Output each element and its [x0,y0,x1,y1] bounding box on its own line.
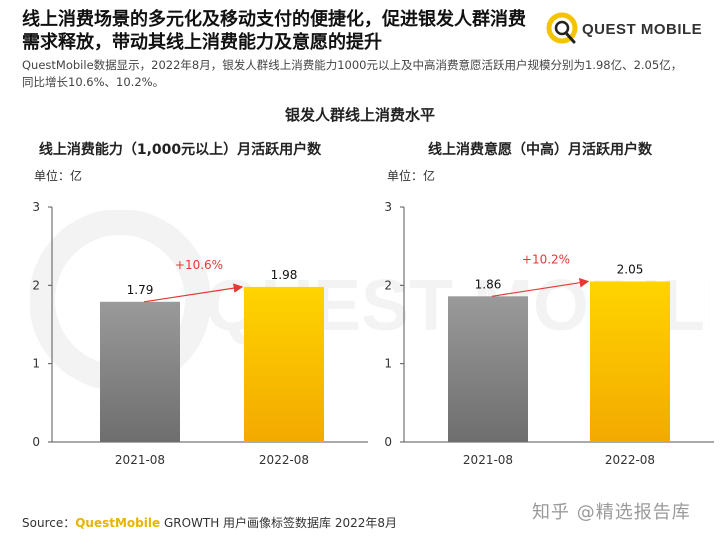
summary-line-2: 同比增长10.6%、10.2%。 [22,75,165,89]
source-brand: QuestMobile [75,516,161,530]
headline-line-1: 线上消费场景的多元化及移动支付的便捷化，促进银发人群消费 [22,9,526,30]
y-tick-label: 0 [384,435,392,449]
bar-2022-08 [590,281,670,442]
y-tick-label: 2 [32,278,40,292]
y-tick-label: 3 [32,200,40,214]
y-tick-label: 2 [384,278,392,292]
y-tick-label: 1 [384,357,392,371]
zhihu-watermark: 知乎 @精选报告库 [532,502,691,523]
summary-text: QuestMobile数据显示，2022年8月，银发人群线上消费能力1000元以… [22,57,702,91]
growth-label: +10.2% [522,252,570,266]
bar-2021-08 [100,301,180,442]
y-tick-label: 3 [384,200,392,214]
x-tick-label: 2022-08 [605,453,655,467]
questmobile-logo-icon [546,12,578,44]
data-label: 1.79 [127,283,154,297]
chart-2-title: 线上消费意愿（中高）月活跃用户数 [428,142,652,158]
source-note: Source：QuestMobile GROWTH 用户画像标签数据库 2022… [22,514,397,531]
questmobile-logo: QUEST MOBILE [546,12,716,48]
headline: 线上消费场景的多元化及移动支付的便捷化，促进银发人群消费 需求释放，带动其线上消… [22,8,552,54]
logo-text: QUEST MOBILE [582,21,703,38]
summary-line-1: QuestMobile数据显示，2022年8月，银发人群线上消费能力1000元以… [22,58,683,72]
data-label: 2.05 [617,262,644,276]
bar-2022-08 [244,286,324,442]
bar-2021-08 [448,296,528,442]
growth-label: +10.6% [175,258,223,272]
growth-arrow [491,277,590,297]
y-tick-label: 0 [32,435,40,449]
headline-line-2: 需求释放，带动其线上消费能力及意愿的提升 [22,32,382,53]
main-chart-title: 银发人群线上消费水平 [284,106,435,124]
y-tick-label: 1 [32,357,40,371]
data-label: 1.98 [271,268,298,282]
growth-arrow [143,283,244,303]
source-rest: GROWTH 用户画像标签数据库 2022年8月 [160,516,398,530]
chart-2-unit: 单位：亿 [387,169,436,183]
x-tick-label: 2022-08 [259,453,309,467]
chart-1-unit: 单位：亿 [34,169,83,183]
data-label: 1.86 [475,277,502,291]
source-prefix: Source： [22,516,76,530]
x-tick-label: 2021-08 [463,453,513,467]
chart-1-title: 线上消费能力（1,000元以上）月活跃用户数 [38,142,322,158]
chart-1: 0 1 2 3 1.79 2021-08 1.98 2022-08 +10.6% [32,200,368,467]
chart-2: 0 1 2 3 1.86 2021-08 2.05 2022-08 +10.2% [384,200,714,467]
x-tick-label: 2021-08 [115,453,165,467]
